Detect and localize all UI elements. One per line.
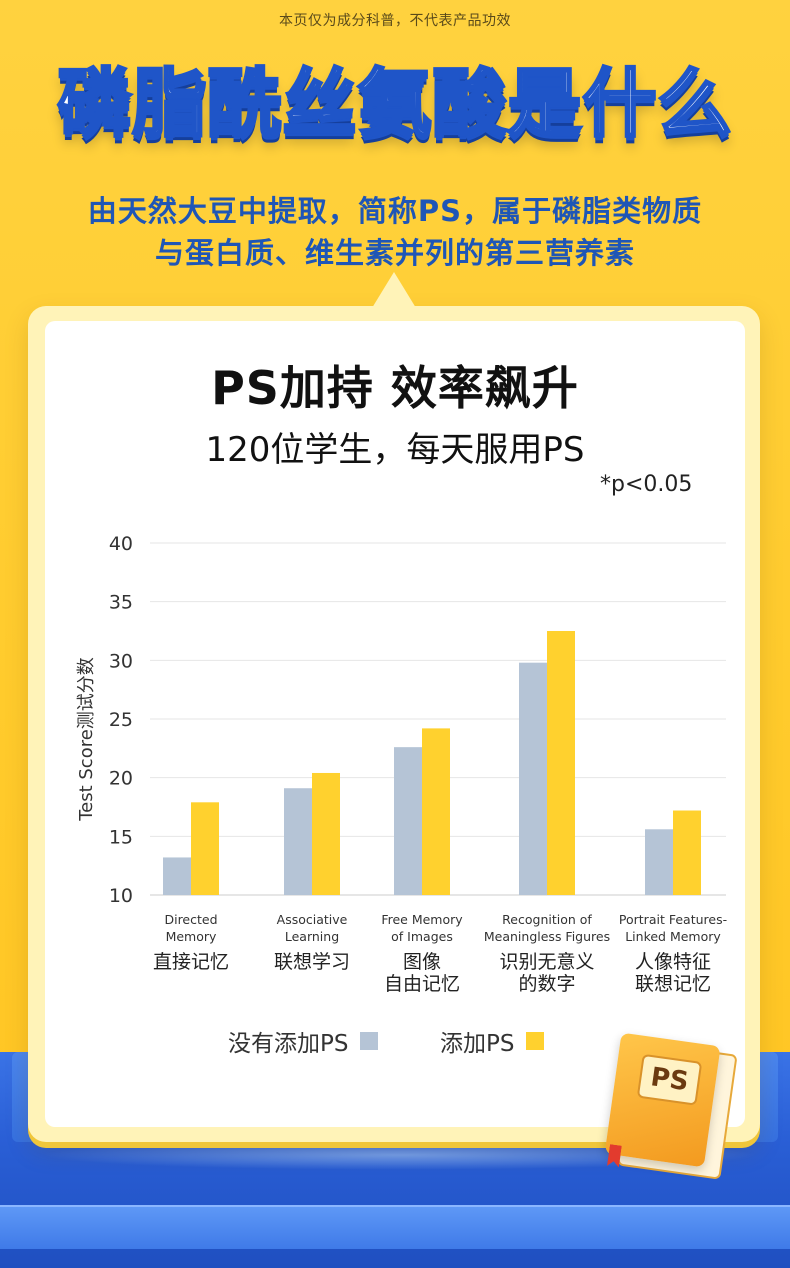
book-cover: PS xyxy=(604,1032,721,1168)
bar-without-ps xyxy=(519,662,547,895)
x-label-en-line1: Associative xyxy=(277,912,348,927)
bar-with-ps xyxy=(191,802,219,895)
subtitle-line-2: 与蛋白质、维生素并列的第三营养素 xyxy=(154,236,635,270)
book-label: PS xyxy=(636,1053,703,1106)
bar-with-ps xyxy=(312,772,340,895)
bar-with-ps xyxy=(422,728,450,895)
significance-note: *p<0.05 xyxy=(600,472,693,497)
chart-subtitle: 120位学生，每天服用PS xyxy=(205,430,585,470)
ps-book-icon: PS xyxy=(604,1032,738,1180)
x-label-en-line2: of Images xyxy=(391,929,453,944)
chart-card xyxy=(45,321,745,1127)
y-axis-label: Test Score测试分数 xyxy=(76,657,97,822)
stage-stripe xyxy=(0,1205,790,1249)
x-label-zh-line1: 识别无意义 xyxy=(499,951,594,973)
y-tick-label: 20 xyxy=(109,768,133,790)
x-label-zh-line2: 联想记忆 xyxy=(635,973,711,995)
x-label-zh-line1: 联想学习 xyxy=(274,951,350,973)
card-pointer xyxy=(372,272,416,308)
x-label-zh-line1: 人像特征 xyxy=(635,951,711,973)
bar-without-ps xyxy=(645,829,673,895)
x-label-en-line1: Recognition of xyxy=(502,912,592,927)
x-label-zh-line2: 自由记忆 xyxy=(384,973,460,995)
y-tick-label: 30 xyxy=(109,650,133,672)
y-tick-label: 10 xyxy=(109,885,133,907)
y-tick-label: 40 xyxy=(109,533,133,555)
legend-swatch-without-ps xyxy=(360,1032,379,1050)
x-label-en-line2: Linked Memory xyxy=(625,929,721,944)
x-label-en-line2: Meaningless Figures xyxy=(484,929,610,944)
bar-without-ps xyxy=(284,788,312,895)
legend-label-without-ps: 没有添加PS xyxy=(228,1031,349,1057)
x-label-en-line1: Portrait Features- xyxy=(619,912,727,927)
x-label-en-line1: Free Memory xyxy=(381,912,463,927)
bar-with-ps xyxy=(547,631,575,895)
legend-swatch-with-ps xyxy=(526,1032,545,1050)
legend-label-with-ps: 添加PS xyxy=(440,1031,515,1057)
bar-with-ps xyxy=(673,810,701,895)
x-label-zh-line1: 直接记忆 xyxy=(153,951,229,973)
x-label-en-line1: Directed xyxy=(164,912,217,927)
subtitle-line-1: 由天然大豆中提取，简称PS，属于磷脂类物质 xyxy=(87,194,703,228)
x-label-zh-line1: 图像 xyxy=(403,951,441,973)
y-tick-label: 35 xyxy=(109,592,133,614)
chart-title: PS加持 效率飙升 xyxy=(211,361,579,415)
legend-item-with-ps: 添加PS xyxy=(440,1024,545,1058)
bar-without-ps xyxy=(394,747,422,895)
disclaimer-text: 本页仅为成分科普，不代表产品功效 xyxy=(279,13,511,29)
legend-item-without-ps: 没有添加PS xyxy=(228,1024,379,1058)
y-tick-label: 25 xyxy=(109,709,133,731)
bar-without-ps xyxy=(163,857,191,895)
x-label-en-line2: Learning xyxy=(285,929,339,944)
y-tick-label: 15 xyxy=(109,826,133,848)
page-title: 磷脂酰丝氨酸是什么 xyxy=(56,60,733,149)
x-label-en-line2: Memory xyxy=(166,929,217,944)
x-label-zh-line2: 的数字 xyxy=(518,973,575,995)
